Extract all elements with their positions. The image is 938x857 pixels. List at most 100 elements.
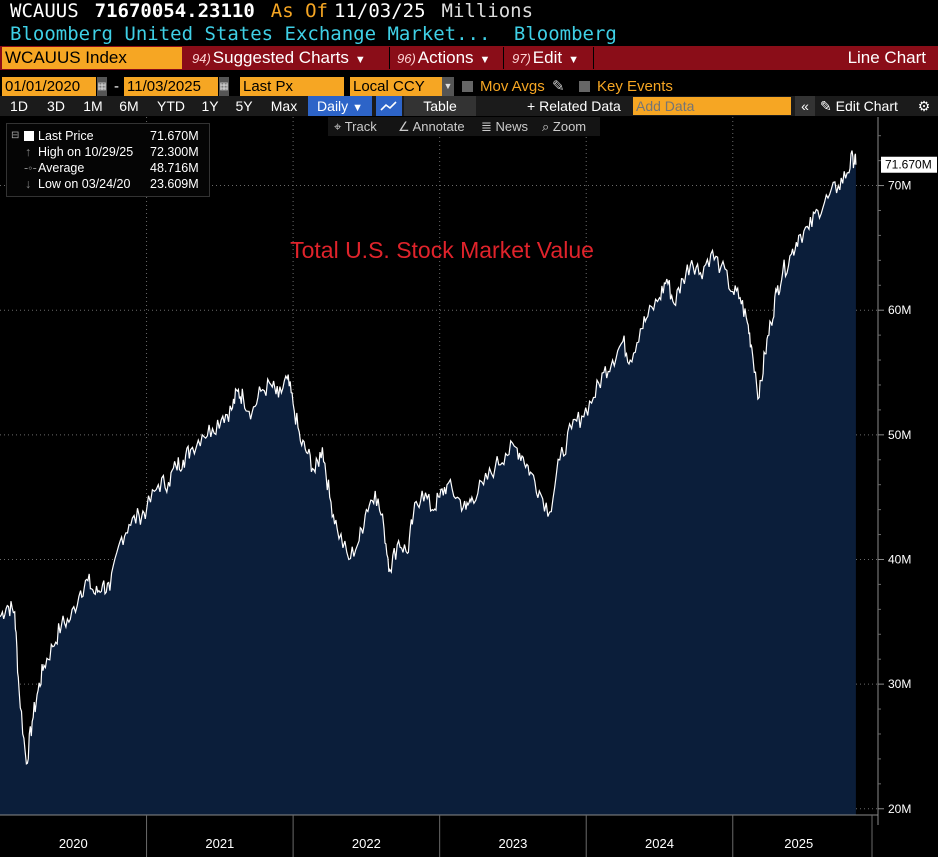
edit-label: Edit — [532, 48, 563, 67]
x-tick-label: 2023 — [498, 836, 527, 851]
security-name-row: Bloomberg United States Exchange Market.… — [10, 23, 617, 47]
caret-down-icon: ▼ — [479, 54, 491, 66]
frequency-select[interactable]: Daily ▼ — [308, 96, 372, 116]
table-button[interactable]: Table — [404, 96, 476, 116]
last-value-tag: 71.670M — [881, 156, 937, 173]
legend-low-label: Low on 03/24/20 — [38, 177, 131, 191]
header-row: WCAUUS 71670054.23110 As Of 11/03/25 Million… — [10, 0, 549, 24]
gear-icon[interactable]: ⚙ — [917, 98, 931, 114]
legend-high-label: High on 10/29/25 — [38, 145, 134, 159]
legend-last-value: 71.670M — [150, 129, 199, 143]
last-value-tag-box — [881, 156, 937, 173]
period-ytd[interactable]: YTD — [157, 98, 185, 114]
mov-avgs-label[interactable]: Mov Avgs — [480, 78, 545, 95]
chart-type-label[interactable]: Line Chart — [847, 48, 926, 67]
y-tick-label: 60M — [888, 303, 911, 317]
zoom-tool[interactable]: ⌕ Zoom — [542, 117, 586, 136]
series-area-fill — [0, 150, 856, 816]
period-5y[interactable]: 5Y — [235, 98, 253, 114]
suggested-num: 94) — [192, 51, 211, 66]
calendar-icon[interactable]: ▦ — [97, 77, 107, 96]
y-tick-label: 20M — [888, 802, 911, 816]
x-tick-label: 2022 — [352, 836, 381, 851]
plus-icon: + — [527, 98, 540, 114]
legend-last-label: Last Price — [38, 129, 94, 143]
x-tick-label: 2024 — [645, 836, 674, 851]
chart-legend: ⊟ Last Price 71.670M ↑ High on 10/29/25 … — [6, 123, 210, 197]
field-select[interactable]: Last Px — [240, 77, 344, 96]
y-axis-ticks: 20M 30M 40M 50M 60M 70M — [878, 135, 911, 816]
last-value-tag-label: 71.670M — [885, 158, 932, 172]
collapse-icon[interactable]: « — [795, 96, 815, 116]
key-events-label[interactable]: Key Events — [597, 78, 673, 95]
security-name: Bloomberg United States Exchange Market.… — [10, 23, 491, 45]
legend-collapse-icon[interactable]: ⊟ — [11, 130, 20, 141]
actions-label: Actions — [417, 48, 474, 67]
edit-chart-button[interactable]: ✎ Edit Chart — [820, 96, 912, 116]
frequency-label: Daily — [317, 98, 349, 114]
legend-low-value: 23.609M — [150, 177, 199, 191]
magnifier-icon: ⌕ — [542, 119, 553, 134]
line-chart-glyph — [380, 101, 397, 111]
legend-avg-value: 48.716M — [150, 161, 199, 175]
y-tick-label: 70M — [888, 179, 911, 193]
legend-high-value: 72.300M — [150, 145, 199, 159]
period-max[interactable]: Max — [270, 98, 298, 114]
period-1y[interactable]: 1Y — [201, 98, 219, 114]
news-icon: ≣ — [481, 119, 496, 134]
chart-tools-bar — [328, 117, 600, 136]
pencil-icon: ✎ — [820, 98, 836, 114]
key-events-checkbox[interactable] — [579, 81, 590, 92]
as-of-date: 11/03/25 — [334, 0, 426, 22]
x-axis-ticks: 2020 2021 2022 2023 2024 2025 — [59, 815, 873, 857]
related-data-label: Related Data — [539, 98, 621, 114]
high-marker-icon: ↑ — [25, 145, 32, 159]
low-marker-icon: ↓ — [25, 177, 32, 191]
end-date-input[interactable]: 11/03/2025 — [124, 77, 218, 96]
start-date-input[interactable]: 01/01/2020 — [2, 77, 96, 96]
annotate-label: Annotate — [412, 119, 465, 134]
track-tool[interactable]: ⌖ Track — [334, 117, 377, 136]
mov-avgs-checkbox[interactable] — [462, 81, 473, 92]
index-field[interactable]: WCAUUS Index — [2, 47, 182, 69]
caret-down-icon: ▼ — [352, 102, 363, 114]
ticker: WCAUUS — [10, 0, 79, 22]
news-label: News — [495, 119, 529, 134]
average-marker-icon: -◦- — [24, 161, 37, 175]
period-1m[interactable]: 1M — [83, 98, 103, 114]
annotate-tool[interactable]: ∠ Annotate — [398, 117, 465, 136]
edit-button[interactable]: 97) Edit ▼ — [506, 47, 594, 69]
suggested-charts-button[interactable]: 94) Suggested Charts ▼ — [186, 47, 390, 69]
dropdown-arrow-icon[interactable]: ▼ — [442, 77, 454, 96]
crosshair-icon: ⌖ — [334, 119, 345, 134]
news-tool[interactable]: ≣ News — [481, 117, 528, 136]
caret-down-icon: ▼ — [568, 54, 579, 66]
calendar-icon[interactable]: ▦ — [219, 77, 229, 96]
currency-select[interactable]: Local CCY — [350, 77, 442, 96]
pencil-icon[interactable]: ✎ — [552, 78, 565, 95]
track-label: Track — [344, 119, 377, 134]
line-chart-icon[interactable] — [376, 96, 402, 116]
caret-down-icon: ▼ — [354, 54, 366, 66]
actions-button[interactable]: 96) Actions ▼ — [391, 47, 504, 69]
legend-avg-label: Average — [38, 161, 85, 175]
period-6m[interactable]: 6M — [119, 98, 139, 114]
date-separator: - — [114, 78, 119, 95]
related-data-button[interactable]: + Related Data — [527, 96, 627, 116]
ticker-value: 71670054.23110 — [94, 0, 255, 22]
y-tick-label: 50M — [888, 428, 911, 442]
data-source: Bloomberg — [513, 23, 617, 45]
units-label: Millions — [441, 0, 534, 22]
as-of-label: As Of — [270, 0, 328, 22]
series-line-last-price — [0, 150, 857, 765]
zoom-label: Zoom — [552, 119, 587, 134]
period-3d[interactable]: 3D — [47, 98, 65, 114]
suggested-label: Suggested Charts — [212, 48, 349, 67]
period-1d[interactable]: 1D — [10, 98, 28, 114]
edit-chart-label: Edit Chart — [835, 98, 898, 114]
pencil-icon: ∠ — [398, 119, 413, 134]
y-tick-label: 30M — [888, 677, 911, 691]
add-data-input[interactable] — [633, 97, 791, 115]
edit-num: 97) — [512, 51, 531, 66]
